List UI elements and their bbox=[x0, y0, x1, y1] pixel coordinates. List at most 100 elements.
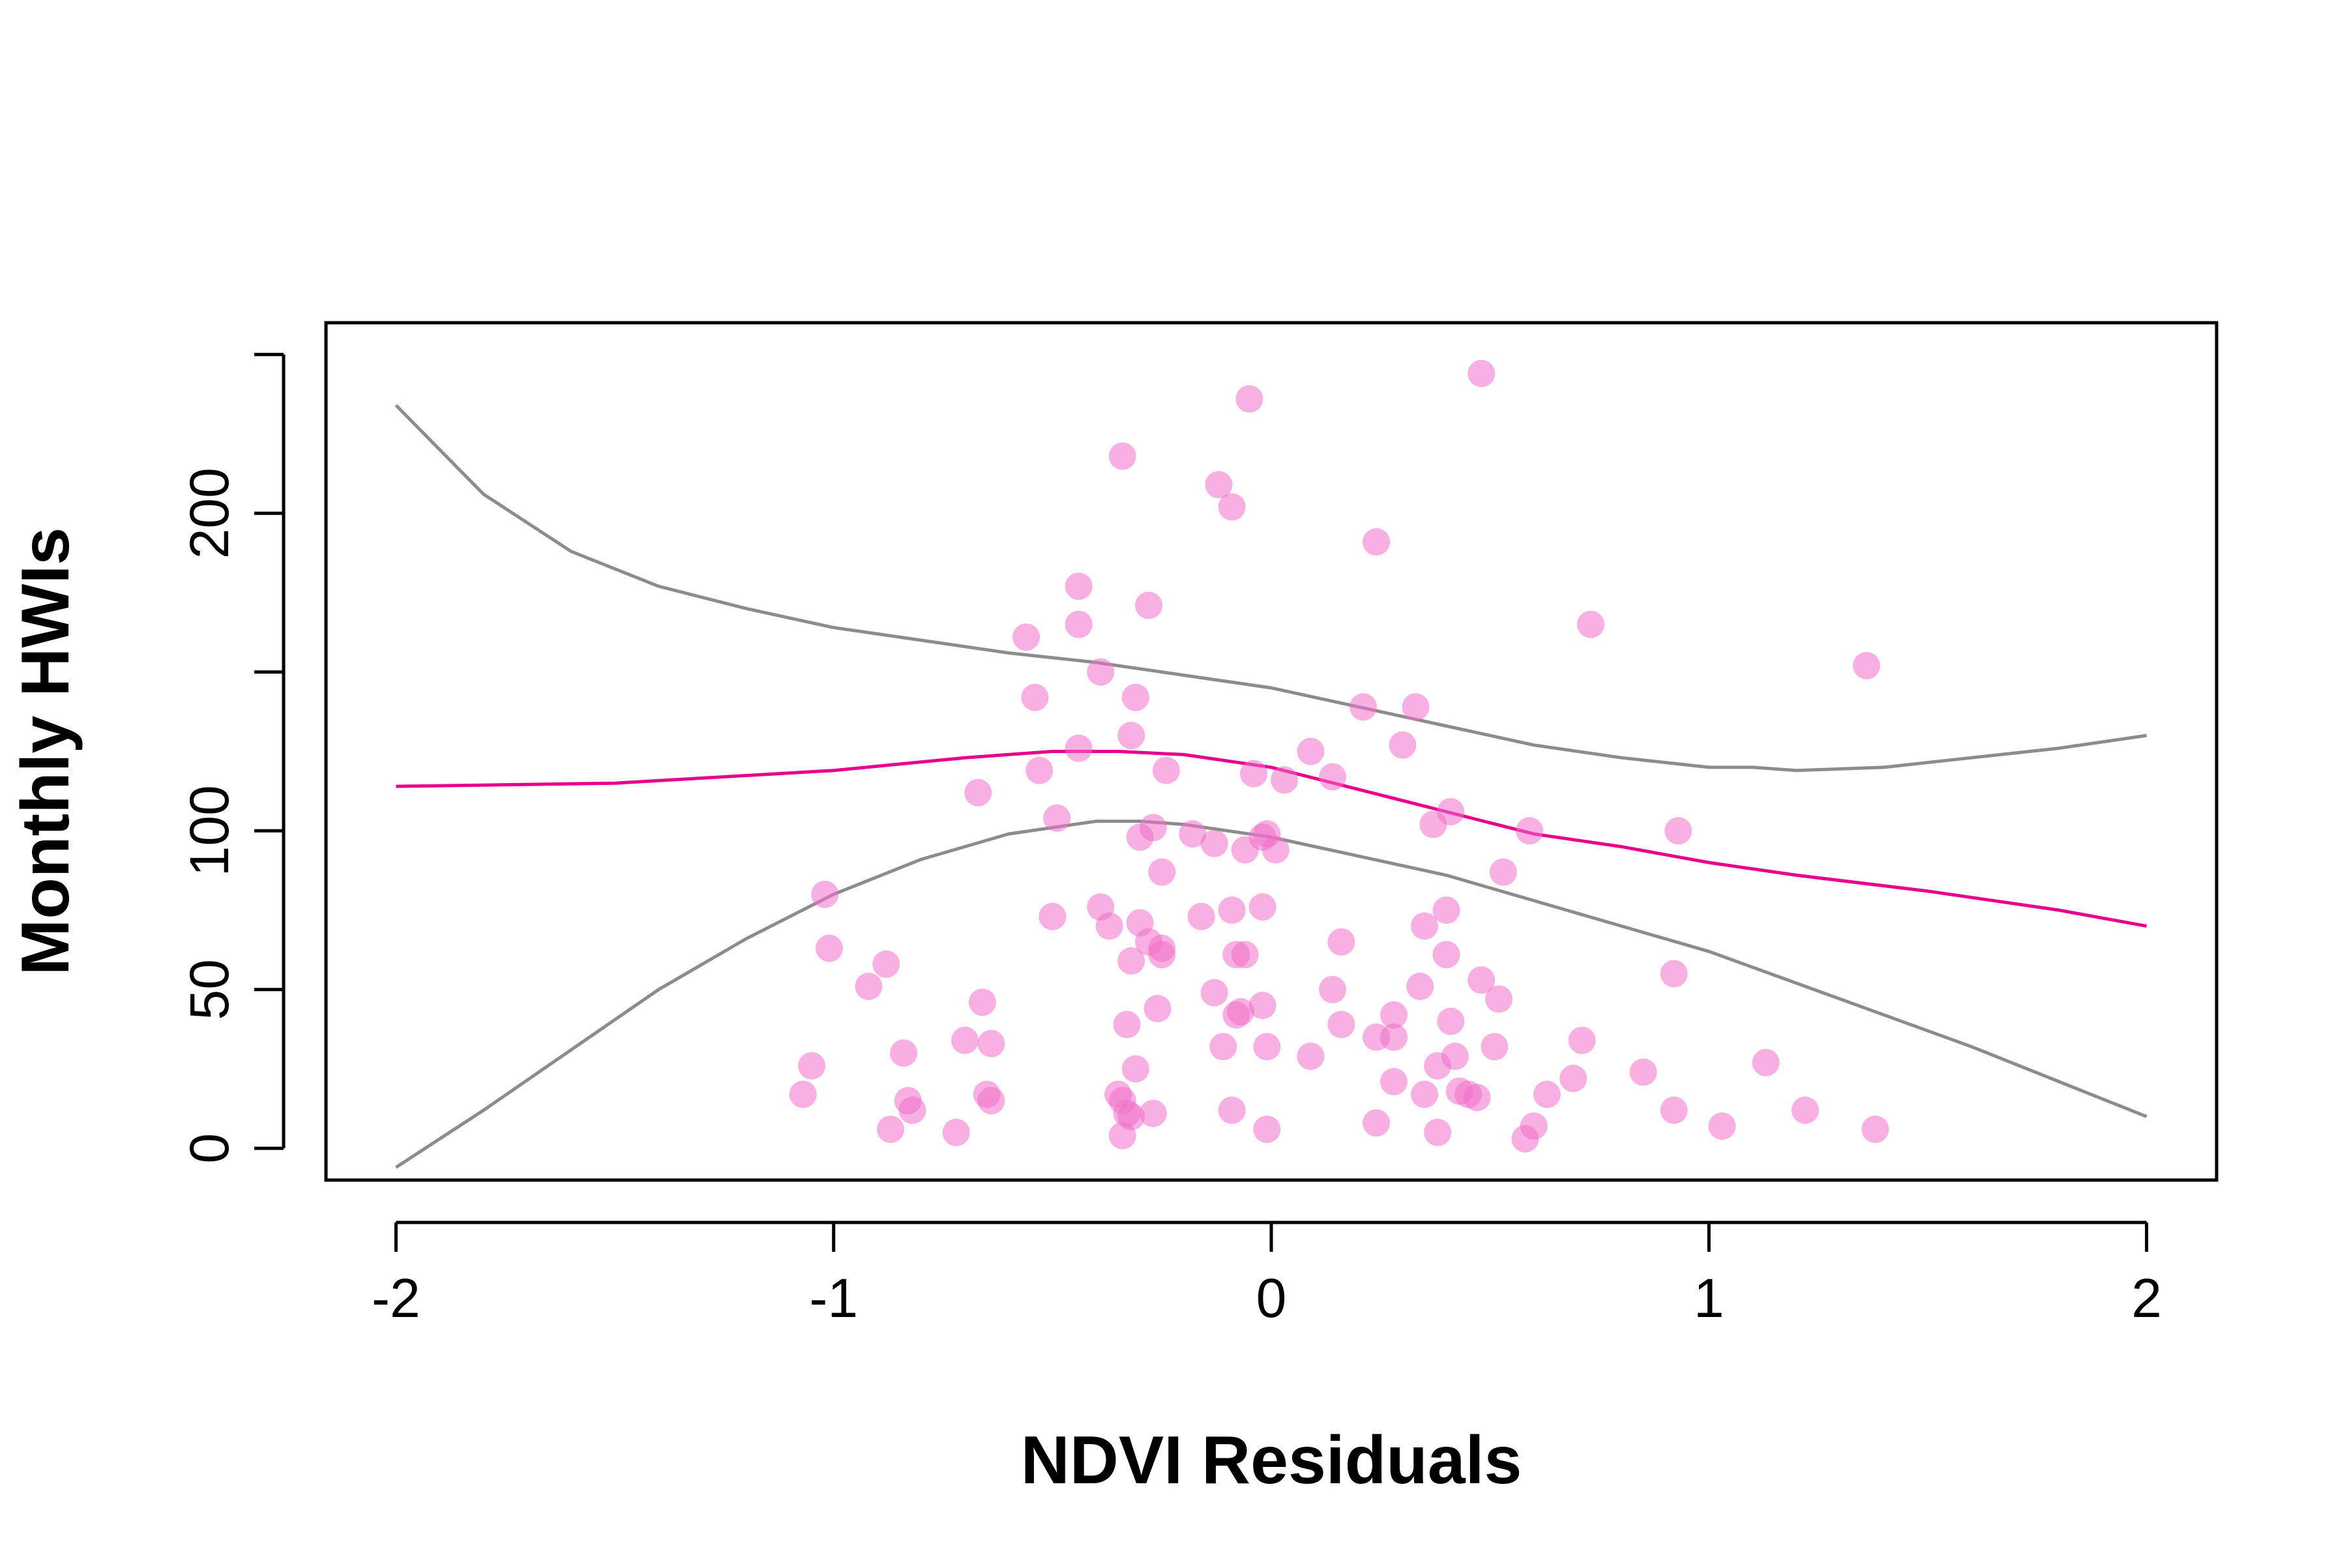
data-point bbox=[1140, 1100, 1167, 1127]
data-point bbox=[1559, 1065, 1587, 1092]
data-point bbox=[1148, 941, 1175, 968]
y-tick-label: 100 bbox=[179, 785, 240, 876]
y-tick-label: 50 bbox=[179, 959, 240, 1020]
data-point bbox=[1402, 693, 1430, 720]
data-point bbox=[1253, 1116, 1280, 1143]
data-point bbox=[1319, 976, 1346, 1003]
data-point bbox=[1087, 658, 1114, 686]
data-point bbox=[1411, 912, 1438, 939]
data-point bbox=[1232, 836, 1259, 864]
data-point bbox=[1490, 859, 1517, 886]
data-point bbox=[1752, 1049, 1780, 1076]
data-point bbox=[964, 779, 992, 806]
data-point bbox=[1520, 1112, 1548, 1140]
data-point bbox=[1481, 1033, 1508, 1060]
data-point bbox=[977, 1087, 1005, 1114]
x-tick-label: 0 bbox=[1256, 1267, 1287, 1329]
data-point bbox=[1039, 903, 1066, 930]
data-point bbox=[1419, 811, 1447, 838]
y-axis-title: Monthly HWIs bbox=[8, 527, 83, 975]
data-point bbox=[1135, 592, 1162, 619]
x-axis-title: NDVI Residuals bbox=[1021, 1423, 1522, 1498]
data-point bbox=[1065, 735, 1093, 762]
data-point bbox=[1464, 1084, 1491, 1111]
data-point bbox=[1262, 836, 1290, 864]
data-point bbox=[798, 1052, 825, 1080]
data-point bbox=[1218, 494, 1246, 521]
data-point bbox=[1109, 1122, 1136, 1149]
data-point bbox=[1661, 960, 1688, 987]
data-point bbox=[1424, 1052, 1451, 1080]
data-point bbox=[1350, 693, 1377, 720]
data-point bbox=[811, 881, 838, 908]
data-points-group bbox=[790, 360, 1889, 1153]
x-tick-label: -1 bbox=[809, 1267, 858, 1329]
data-point bbox=[1022, 684, 1049, 711]
data-point bbox=[1144, 995, 1172, 1022]
data-point bbox=[1389, 732, 1416, 759]
data-point bbox=[1327, 928, 1355, 956]
data-point bbox=[1433, 896, 1460, 924]
data-point bbox=[1026, 757, 1053, 784]
x-axis: -2 -1 0 1 2 bbox=[372, 1222, 2162, 1329]
data-point bbox=[1209, 1033, 1237, 1060]
data-point bbox=[969, 988, 996, 1016]
data-point bbox=[1297, 1043, 1324, 1070]
data-point bbox=[1109, 443, 1136, 470]
data-point bbox=[1630, 1058, 1657, 1086]
data-point bbox=[1380, 1068, 1408, 1095]
data-point bbox=[1468, 360, 1495, 387]
data-point bbox=[1012, 623, 1040, 651]
data-point bbox=[1065, 611, 1093, 638]
x-tick-label: 1 bbox=[1694, 1267, 1724, 1329]
data-point bbox=[1188, 903, 1215, 930]
y-tick-label: 0 bbox=[179, 1133, 240, 1164]
data-point bbox=[1148, 859, 1175, 886]
data-point bbox=[1122, 1056, 1149, 1083]
data-point bbox=[1297, 738, 1324, 765]
data-point bbox=[1117, 947, 1145, 975]
data-point bbox=[1363, 528, 1390, 555]
data-point bbox=[1140, 814, 1167, 841]
data-point bbox=[855, 973, 882, 1000]
data-point bbox=[1253, 1033, 1280, 1060]
data-point bbox=[1249, 893, 1277, 921]
data-point bbox=[1117, 722, 1145, 749]
data-point bbox=[1043, 805, 1070, 832]
data-point bbox=[1485, 985, 1513, 1013]
data-point bbox=[1380, 1024, 1408, 1051]
data-point bbox=[1096, 912, 1123, 939]
data-point bbox=[899, 1097, 926, 1124]
data-point bbox=[1232, 941, 1259, 968]
data-point bbox=[1533, 1081, 1561, 1108]
data-point bbox=[943, 1119, 970, 1146]
data-point bbox=[890, 1039, 917, 1067]
y-axis: 0 50 100 200 bbox=[179, 355, 284, 1164]
x-tick-label: -2 bbox=[372, 1267, 421, 1329]
data-point bbox=[1433, 941, 1460, 968]
data-point bbox=[1114, 1011, 1141, 1038]
data-point bbox=[1861, 1116, 1889, 1143]
data-point bbox=[1153, 757, 1180, 784]
lower-ci-line bbox=[396, 821, 2146, 1168]
data-point bbox=[1271, 766, 1298, 793]
data-point bbox=[1122, 684, 1149, 711]
data-point bbox=[1411, 1081, 1438, 1108]
data-point bbox=[790, 1081, 817, 1108]
data-point bbox=[1201, 979, 1228, 1007]
data-point bbox=[1249, 992, 1277, 1019]
data-point bbox=[1235, 385, 1263, 413]
data-point bbox=[1065, 572, 1093, 600]
data-point bbox=[1406, 973, 1434, 1000]
data-point bbox=[1664, 817, 1692, 844]
y-tick-label: 200 bbox=[179, 467, 240, 559]
upper-ci-line bbox=[396, 406, 2146, 771]
data-point bbox=[1218, 896, 1246, 924]
data-point bbox=[951, 1027, 979, 1054]
data-point bbox=[1319, 763, 1346, 791]
data-point bbox=[1218, 1097, 1246, 1124]
data-point bbox=[1661, 1097, 1688, 1124]
data-point bbox=[977, 1030, 1005, 1058]
